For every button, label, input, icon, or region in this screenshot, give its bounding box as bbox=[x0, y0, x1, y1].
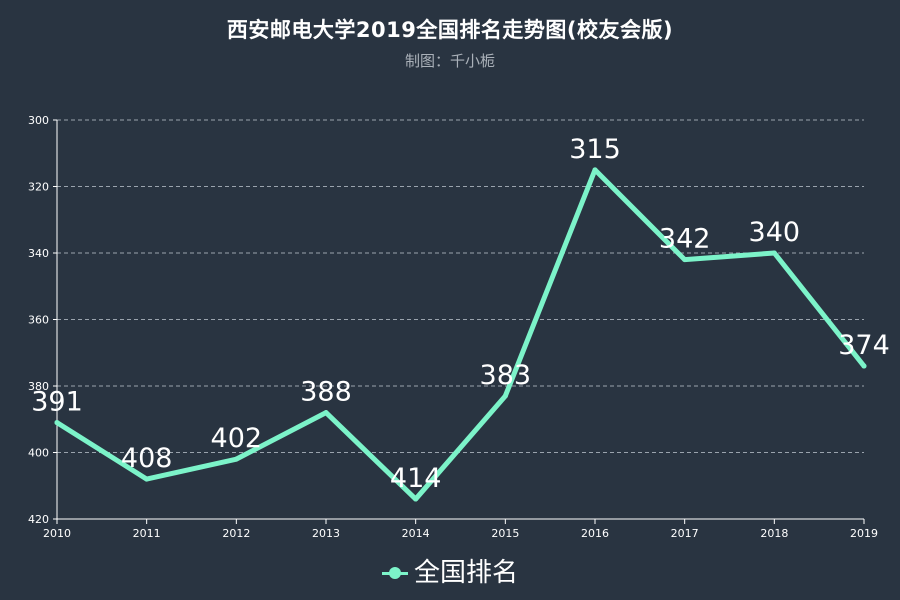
series-line-0[interactable] bbox=[54, 167, 867, 502]
x-tick-label-2012: 2012 bbox=[222, 527, 250, 540]
chart-subtitle: 制图：千小栀 bbox=[404, 52, 495, 70]
grid-lines bbox=[57, 119, 864, 453]
y-tick-label-400: 400 bbox=[28, 447, 49, 460]
x-tick-label-2017: 2017 bbox=[671, 527, 699, 540]
y-tick-label-320: 320 bbox=[28, 181, 49, 194]
x-tick-label-2018: 2018 bbox=[760, 527, 788, 540]
data-label-2019: 374 bbox=[838, 330, 890, 361]
legend-series-marker bbox=[381, 566, 408, 580]
data-point-2011[interactable] bbox=[144, 476, 150, 482]
legend[interactable]: 全国排名 bbox=[0, 556, 900, 590]
x-tick-label-2019: 2019 bbox=[850, 527, 878, 540]
y-tick-label-360: 360 bbox=[28, 314, 49, 327]
data-label-2016: 315 bbox=[569, 134, 621, 165]
data-label-2018: 340 bbox=[749, 217, 801, 248]
chart-title: 西安邮电大学2019全国排名走势图(校友会版) bbox=[226, 18, 674, 42]
x-tick-label-2011: 2011 bbox=[133, 527, 161, 540]
data-point-2017[interactable] bbox=[682, 257, 688, 263]
data-point-2015[interactable] bbox=[502, 393, 508, 399]
x-tick-label-2010: 2010 bbox=[43, 527, 71, 540]
data-label-2010: 391 bbox=[31, 387, 83, 418]
data-label-2013: 388 bbox=[300, 377, 352, 408]
series-layer bbox=[54, 167, 867, 502]
y-tick-label-340: 340 bbox=[28, 247, 49, 260]
legend-series-name: 全国排名 bbox=[413, 558, 518, 588]
x-tick-label-2014: 2014 bbox=[402, 527, 430, 540]
data-point-2018[interactable] bbox=[771, 250, 777, 256]
data-label-2012: 402 bbox=[211, 423, 263, 454]
data-label-2014: 414 bbox=[390, 463, 442, 494]
data-label-2011: 408 bbox=[121, 443, 173, 474]
data-point-2014[interactable] bbox=[413, 496, 419, 502]
data-point-2016[interactable] bbox=[592, 167, 598, 173]
data-label-2017: 342 bbox=[659, 224, 711, 255]
data-point-2012[interactable] bbox=[233, 456, 239, 462]
x-tick-label-2016: 2016 bbox=[581, 527, 609, 540]
y-tick-label-300: 300 bbox=[28, 114, 49, 127]
data-point-2010[interactable] bbox=[54, 420, 60, 426]
data-labels: 391 408 402 388 414 383 315 342 340 374 bbox=[31, 134, 890, 494]
data-point-2019[interactable] bbox=[861, 363, 867, 369]
data-label-2015: 383 bbox=[480, 360, 532, 391]
y-tick-label-380: 380 bbox=[28, 380, 49, 393]
x-tick-label-2013: 2013 bbox=[312, 527, 340, 540]
x-tick-label-2015: 2015 bbox=[491, 527, 519, 540]
data-point-2013[interactable] bbox=[323, 410, 329, 416]
legend-dot-swatch bbox=[388, 567, 401, 579]
y-tick-label-420: 420 bbox=[28, 513, 49, 526]
